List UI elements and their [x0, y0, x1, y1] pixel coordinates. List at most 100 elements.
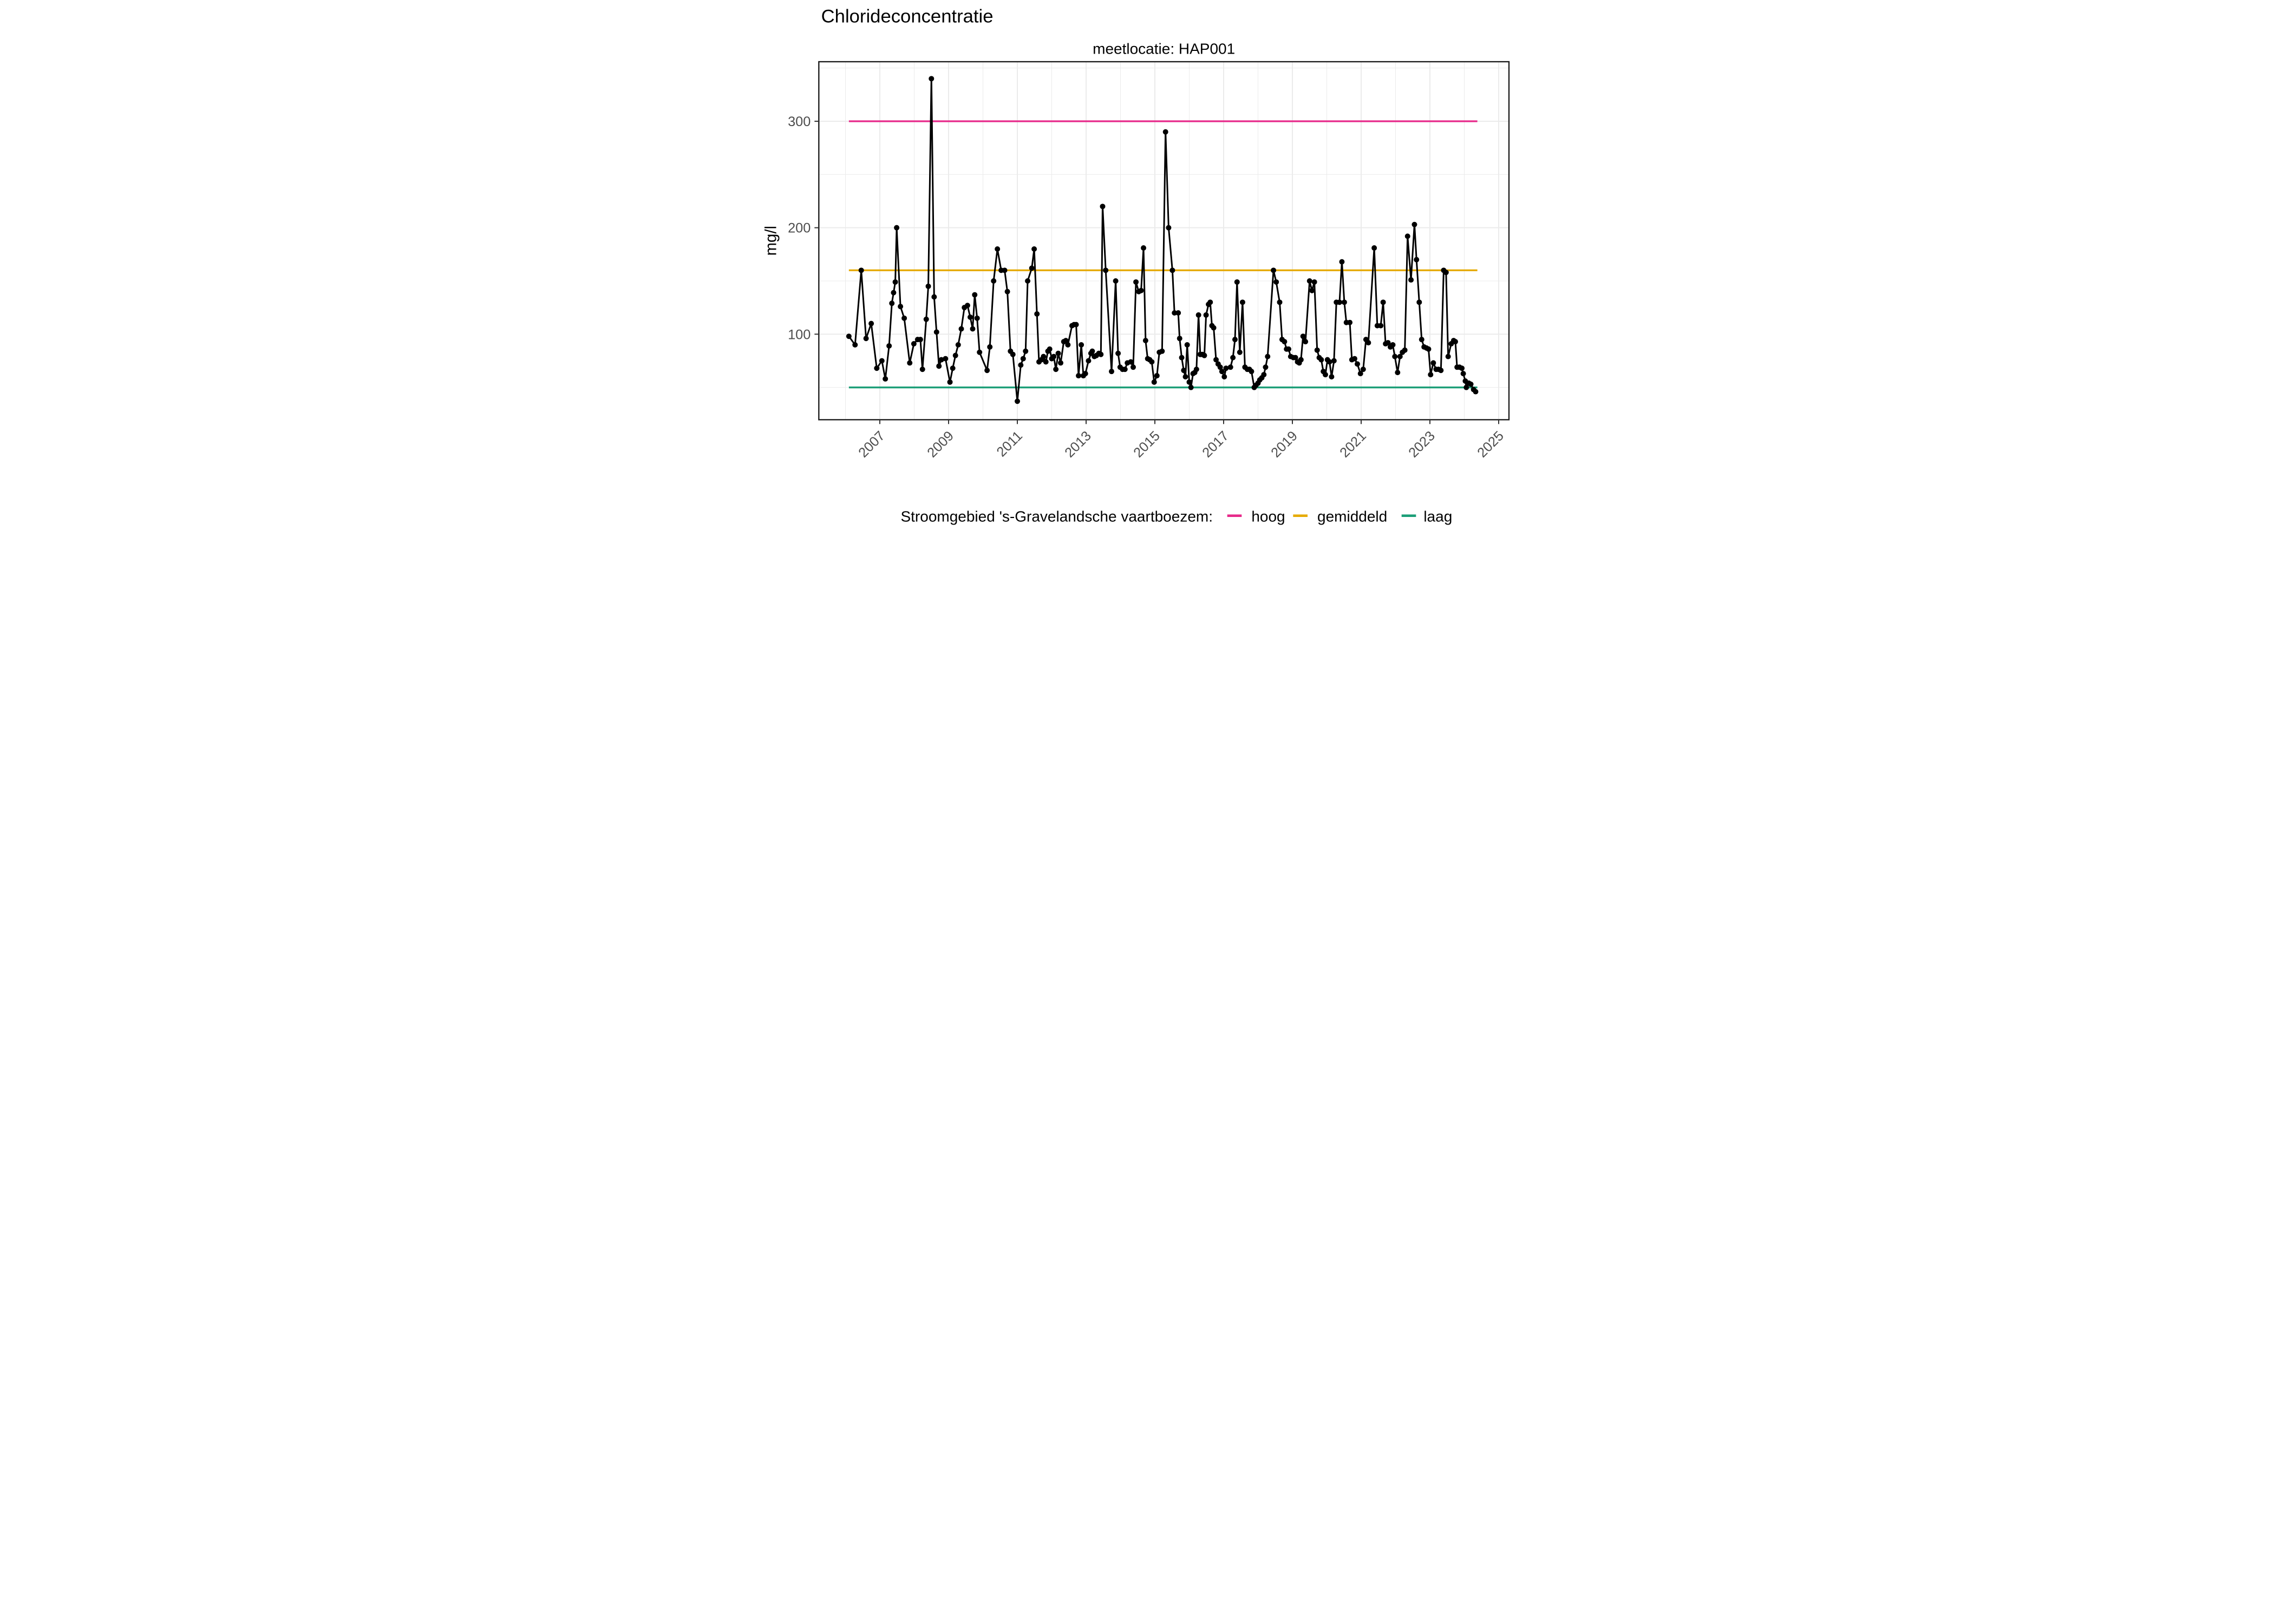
- data-point: [846, 333, 852, 339]
- data-point: [1414, 257, 1420, 263]
- data-point: [1402, 347, 1408, 353]
- data-point: [1138, 287, 1144, 293]
- x-tick-label: 2007: [855, 428, 888, 461]
- data-point: [1141, 245, 1147, 251]
- x-tick-label: 2017: [1199, 428, 1232, 461]
- data-point: [1459, 365, 1465, 371]
- data-point: [984, 368, 990, 374]
- data-point: [1331, 358, 1337, 364]
- data-point: [923, 316, 929, 322]
- data-point: [1221, 374, 1227, 379]
- data-point: [891, 290, 897, 296]
- data-point: [1311, 279, 1317, 285]
- data-point: [938, 357, 944, 363]
- chloride-chart: Chlorideconcentratie meetlocatie: HAP001…: [758, 0, 1516, 541]
- data-point: [1419, 337, 1424, 343]
- data-point: [1309, 287, 1315, 293]
- legend-label-laag: laag: [1423, 508, 1452, 525]
- data-point: [947, 379, 953, 385]
- data-point: [917, 337, 923, 343]
- data-point: [1131, 364, 1136, 370]
- data-point: [931, 294, 937, 300]
- data-point: [901, 315, 907, 321]
- x-tick-label: 2011: [994, 428, 1025, 460]
- data-point: [1079, 342, 1084, 348]
- data-point: [1282, 339, 1288, 345]
- data-point: [1025, 278, 1031, 284]
- data-point: [1100, 204, 1106, 209]
- data-point: [1149, 359, 1155, 365]
- data-point: [1041, 353, 1047, 359]
- data-point: [1227, 364, 1233, 370]
- data-point: [1089, 348, 1095, 354]
- data-point: [1162, 129, 1168, 135]
- data-point: [1043, 359, 1049, 365]
- legend-title: Stroomgebied 's-Gravelandsche vaartboeze…: [900, 508, 1213, 525]
- data-point: [1018, 362, 1024, 368]
- data-point: [1177, 336, 1182, 342]
- data-point: [1055, 350, 1061, 356]
- data-point: [1217, 364, 1223, 370]
- data-point: [1337, 299, 1342, 305]
- data-point: [952, 352, 958, 358]
- data-point: [1443, 270, 1449, 276]
- data-point: [1318, 357, 1324, 363]
- chart-title: Chlorideconcentratie: [821, 6, 994, 27]
- data-point: [1237, 349, 1243, 355]
- data-point: [1230, 355, 1236, 361]
- legend: Stroomgebied 's-Gravelandsche vaartboeze…: [900, 508, 1452, 525]
- data-point: [1347, 319, 1353, 325]
- data-point: [1473, 389, 1479, 395]
- data-point: [1292, 355, 1298, 361]
- y-axis: 100 200 300: [788, 114, 819, 342]
- data-point: [1327, 359, 1332, 365]
- data-point: [1219, 369, 1225, 375]
- data-point: [1109, 369, 1114, 375]
- data-point: [1460, 371, 1466, 377]
- chart-figure: Chlorideconcentratie meetlocatie: HAP001…: [758, 0, 1516, 541]
- data-series: [846, 76, 1479, 404]
- x-tick-label: 2013: [1062, 428, 1094, 461]
- data-point: [1188, 384, 1194, 390]
- data-point: [1385, 340, 1391, 346]
- data-point: [1263, 364, 1269, 370]
- data-point: [1408, 277, 1414, 283]
- data-point: [1265, 353, 1271, 359]
- data-point: [1128, 359, 1134, 365]
- data-point: [858, 267, 864, 273]
- data-point: [925, 283, 931, 289]
- data-point: [1159, 348, 1165, 354]
- data-point: [1271, 267, 1277, 273]
- data-point: [1392, 353, 1398, 359]
- data-point: [1445, 353, 1451, 359]
- y-axis-title: mg/l: [762, 226, 780, 256]
- data-point: [1329, 374, 1335, 379]
- data-point: [1430, 360, 1436, 366]
- x-tick-label: 2023: [1406, 428, 1438, 461]
- data-point: [1300, 333, 1306, 339]
- data-point: [852, 342, 858, 348]
- data-point: [1015, 398, 1020, 404]
- data-point: [1169, 267, 1175, 273]
- data-point: [1142, 338, 1148, 344]
- data-point: [1261, 372, 1267, 378]
- data-point: [1115, 350, 1121, 356]
- data-point: [1357, 371, 1363, 377]
- data-point: [1193, 366, 1199, 372]
- data-point: [879, 358, 885, 364]
- data-point: [950, 365, 956, 371]
- data-point: [889, 300, 895, 306]
- data-point: [1073, 322, 1079, 328]
- data-point: [1306, 278, 1312, 284]
- data-point: [1416, 299, 1422, 305]
- data-point: [1023, 348, 1029, 354]
- data-point: [1182, 374, 1188, 379]
- data-point: [929, 76, 935, 82]
- data-point: [1133, 279, 1139, 285]
- data-point: [1211, 325, 1217, 331]
- data-point: [919, 366, 925, 372]
- data-point: [1277, 299, 1283, 305]
- data-point: [1239, 299, 1245, 305]
- legend-label-hoog: hoog: [1251, 508, 1285, 525]
- data-point: [964, 303, 970, 309]
